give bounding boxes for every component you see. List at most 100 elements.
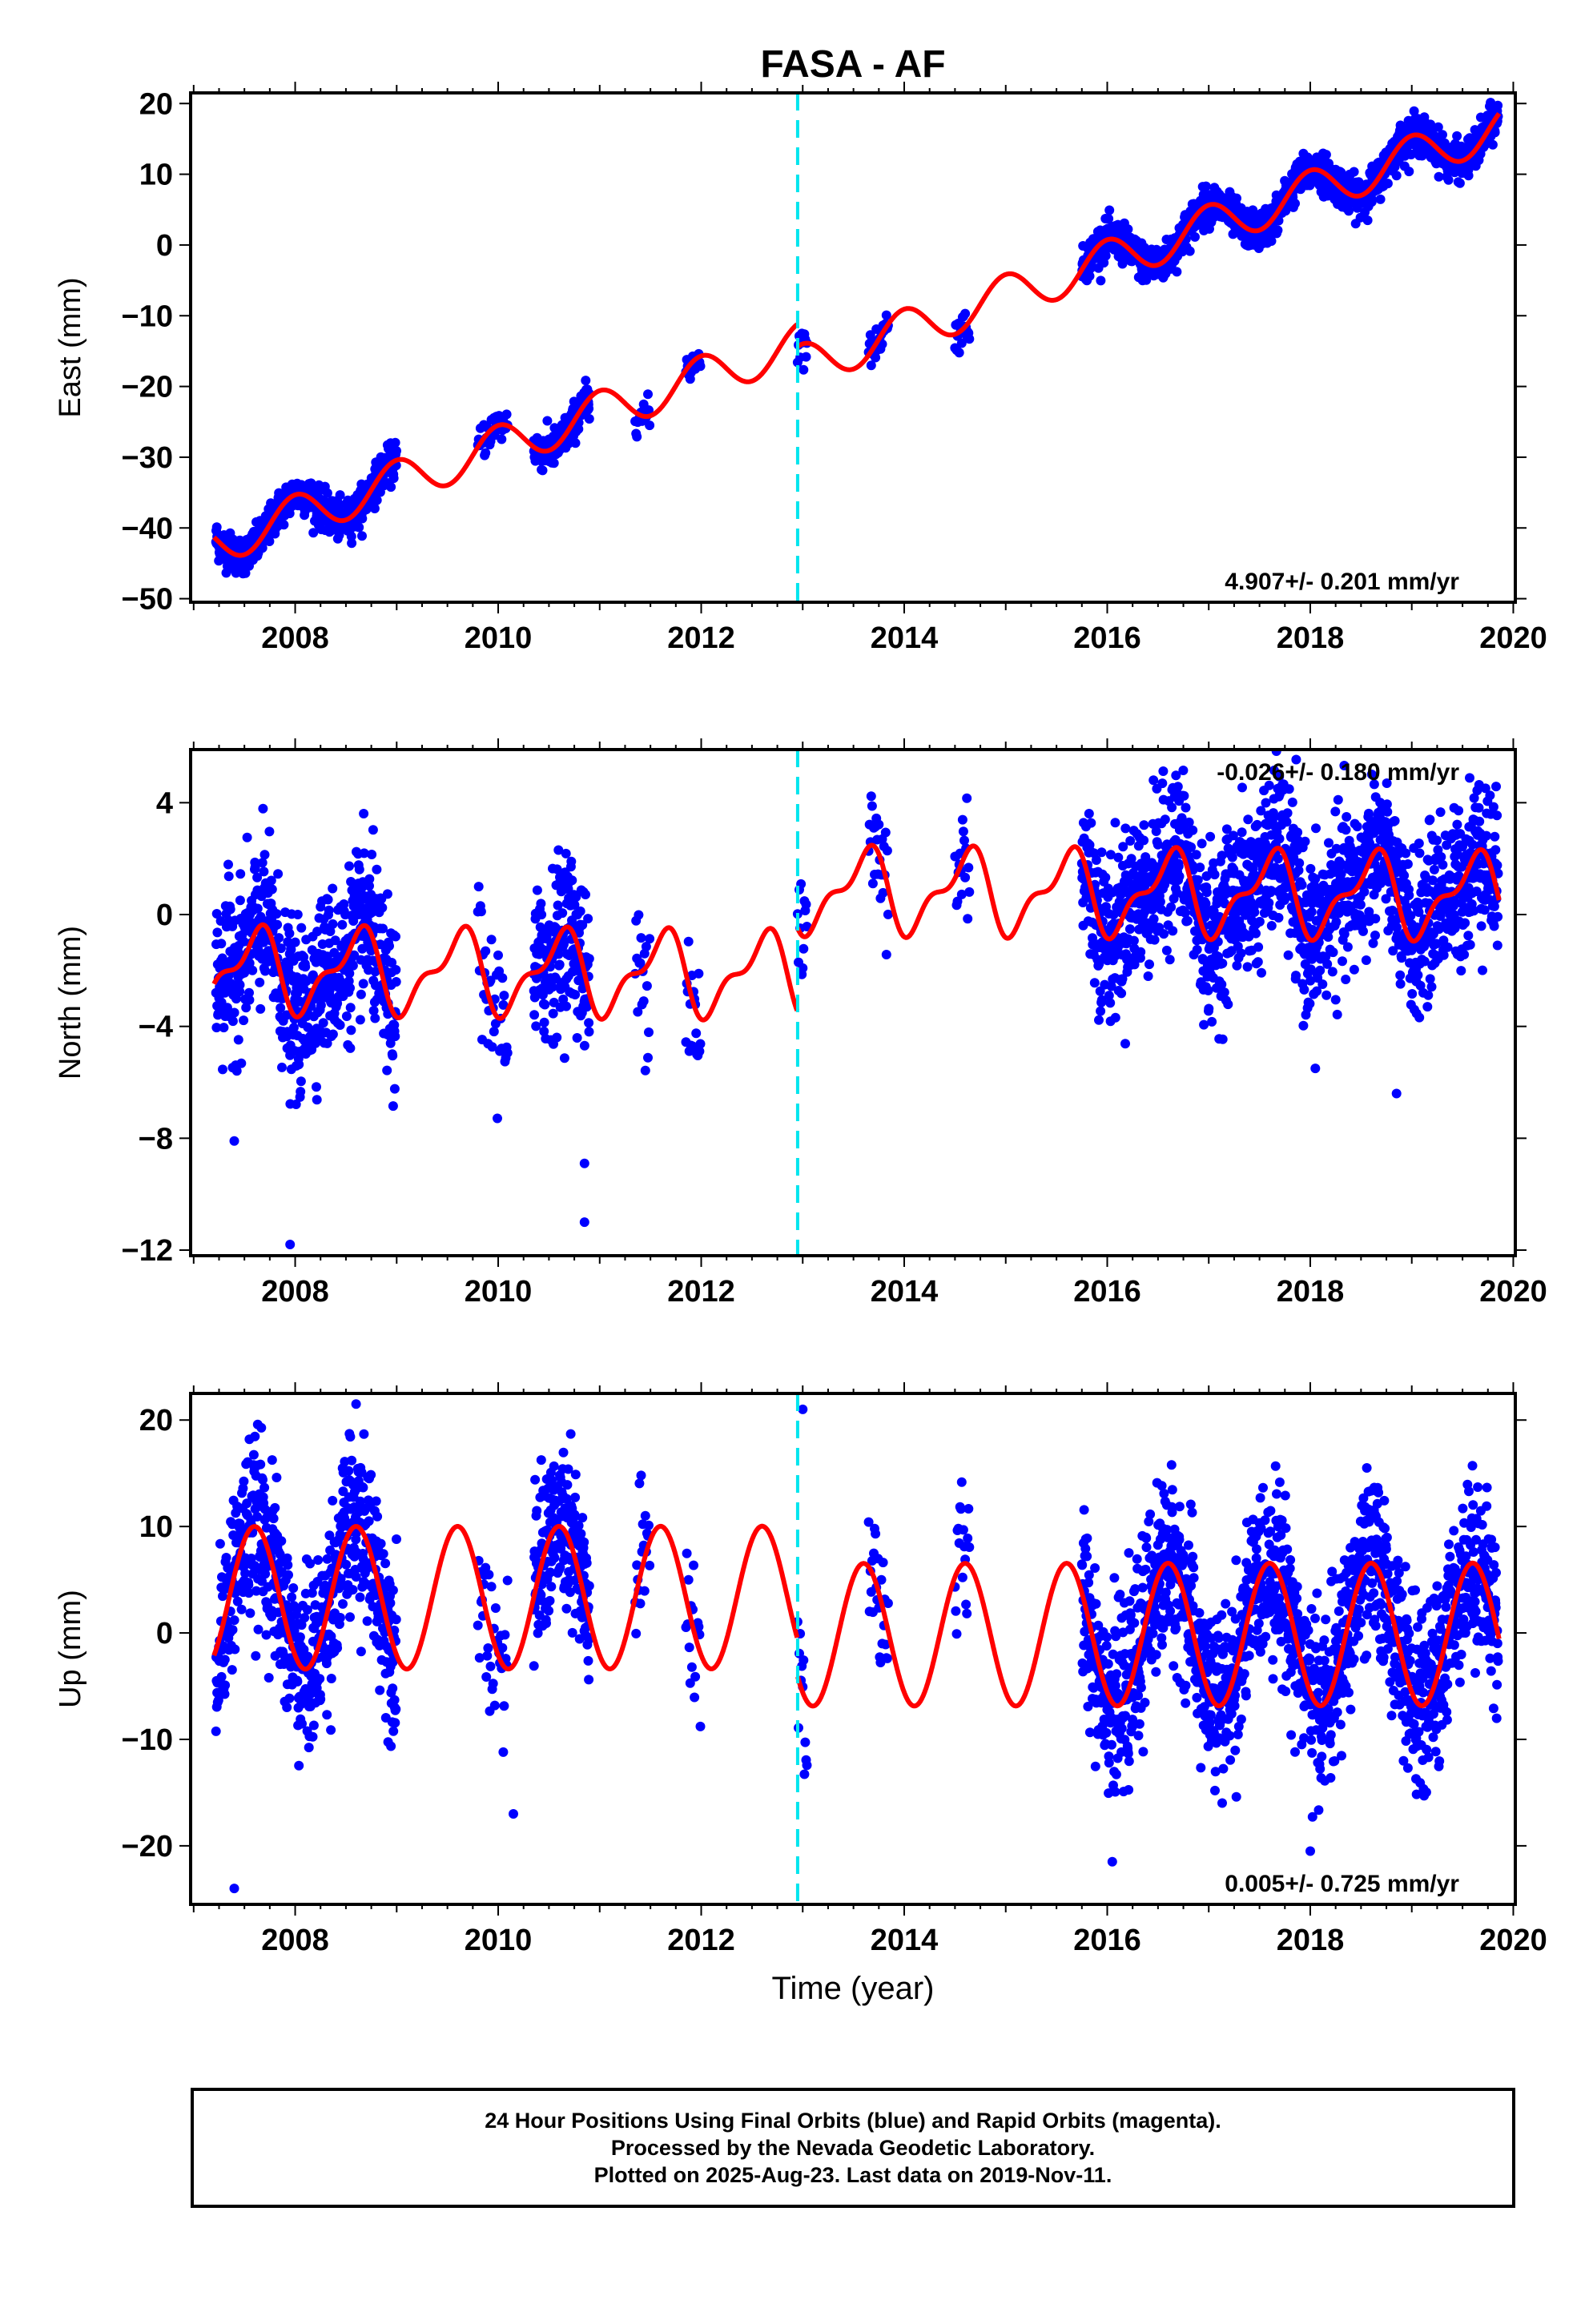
data-point <box>334 530 344 541</box>
data-point <box>1465 773 1474 783</box>
data-point <box>536 899 546 909</box>
data-point <box>370 1013 380 1023</box>
data-point <box>1110 818 1120 828</box>
data-point <box>1160 814 1170 825</box>
data-point <box>345 1043 356 1053</box>
data-point <box>481 448 491 458</box>
data-point <box>638 996 649 1007</box>
x-tick-label: 2008 <box>261 621 329 655</box>
data-point <box>252 872 263 883</box>
data-point <box>497 434 507 444</box>
data-point <box>1217 959 1228 968</box>
data-point <box>227 1016 238 1027</box>
data-point <box>880 827 891 838</box>
data-point <box>1193 875 1203 885</box>
data-point <box>1269 812 1279 822</box>
data-point <box>1311 823 1321 834</box>
data-point <box>1201 181 1211 191</box>
data-point <box>1432 835 1442 846</box>
data-point <box>346 531 356 541</box>
data-point <box>1237 782 1247 793</box>
data-point <box>364 881 374 891</box>
data-point <box>1341 825 1351 835</box>
data-point <box>1414 838 1424 849</box>
data-point <box>266 875 276 886</box>
data-point <box>1173 861 1184 871</box>
data-point <box>1366 197 1377 207</box>
data-point <box>235 895 245 906</box>
data-point <box>390 437 400 448</box>
data-point <box>1179 790 1189 801</box>
data-point <box>357 531 367 541</box>
data-point <box>1454 178 1465 188</box>
data-point <box>274 933 284 943</box>
data-point <box>1186 842 1197 852</box>
data-point <box>1291 754 1301 765</box>
data-point <box>1381 894 1391 904</box>
data-point <box>1136 947 1146 957</box>
data-point <box>312 1095 322 1105</box>
data-point <box>368 825 378 835</box>
data-point <box>1204 1003 1214 1014</box>
data-point <box>325 927 336 936</box>
data-point <box>211 522 222 533</box>
data-point <box>1123 224 1133 235</box>
data-point <box>1284 784 1294 794</box>
data-point <box>236 1058 247 1068</box>
data-point <box>277 1062 287 1072</box>
data-point <box>276 1003 286 1013</box>
data-point <box>286 944 296 955</box>
data-point <box>386 482 396 493</box>
data-point <box>1321 150 1331 160</box>
data-point <box>1105 998 1116 1008</box>
data-point <box>1089 978 1100 988</box>
data-point <box>964 887 975 897</box>
data-point <box>1256 806 1266 816</box>
data-point <box>493 950 503 960</box>
data-point <box>957 814 967 825</box>
data-point <box>1370 931 1380 940</box>
x-tick-label: 2012 <box>667 621 735 655</box>
data-point <box>1352 822 1362 832</box>
data-point <box>1254 916 1265 927</box>
data-point <box>645 934 655 944</box>
data-point <box>1242 962 1253 972</box>
data-point <box>1157 778 1168 789</box>
data-point <box>1253 942 1264 952</box>
data-point <box>1228 830 1238 841</box>
data-point <box>1382 806 1393 817</box>
data-point <box>559 936 569 947</box>
data-point <box>1178 766 1189 775</box>
data-point <box>1293 827 1303 838</box>
data-point <box>954 348 964 358</box>
data-point <box>1460 918 1470 928</box>
data-point <box>569 900 580 910</box>
data-point <box>1402 859 1413 869</box>
data-point <box>244 995 255 1005</box>
data-point <box>272 909 282 919</box>
data-point <box>642 981 652 991</box>
data-point <box>635 958 646 968</box>
data-point <box>1174 871 1185 882</box>
data-point <box>1294 858 1305 868</box>
rate-annotation: 4.907+/- 0.201 mm/yr <box>1225 569 1459 595</box>
data-point <box>382 889 392 899</box>
data-point <box>1184 817 1194 827</box>
data-point <box>1429 864 1439 875</box>
data-point <box>223 871 234 882</box>
data-point <box>542 416 553 426</box>
data-point <box>1104 205 1115 215</box>
data-point <box>372 864 382 875</box>
data-point <box>498 999 509 1010</box>
data-point <box>1155 897 1165 907</box>
data-point <box>1236 948 1246 959</box>
data-point <box>963 862 974 873</box>
y-tick-label: 20 <box>139 87 173 121</box>
data-point <box>1339 761 1350 770</box>
data-point <box>1426 982 1437 992</box>
data-point <box>531 1021 541 1031</box>
data-point <box>1266 236 1277 246</box>
data-point <box>279 520 289 530</box>
data-point <box>1366 770 1377 779</box>
data-point <box>1341 975 1351 984</box>
